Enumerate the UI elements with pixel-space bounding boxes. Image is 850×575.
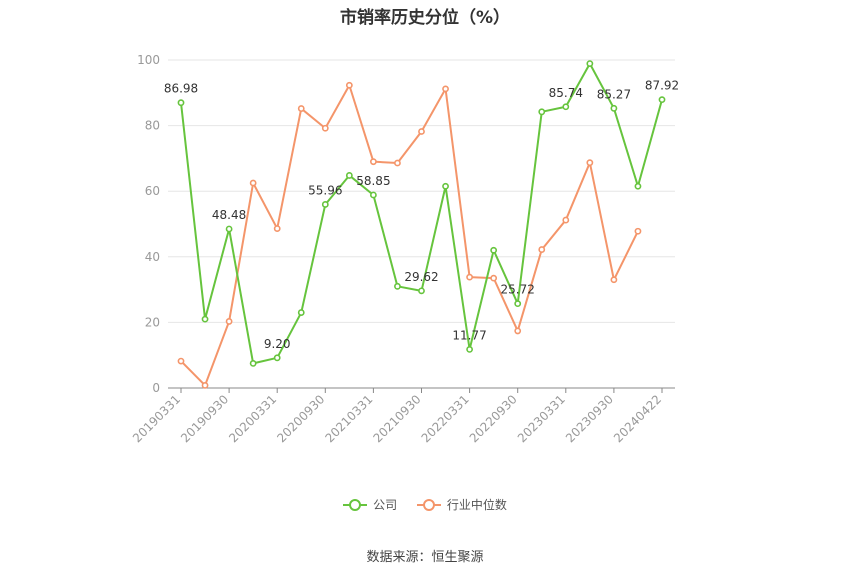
legend-item-company[interactable]: 公司 — [343, 496, 397, 513]
data-point-company — [658, 96, 666, 104]
data-point-company — [466, 345, 473, 353]
data-point-company — [514, 300, 522, 308]
y-tick-label: 20 — [145, 315, 160, 329]
data-point-company — [297, 309, 305, 316]
data-point-company — [538, 108, 546, 116]
data-point-industry-median — [321, 124, 329, 132]
data-point-industry-median — [249, 179, 257, 187]
data-point-industry-median — [538, 246, 546, 253]
data-point-industry-median — [466, 273, 473, 281]
legend-swatch-industry-median — [416, 498, 441, 511]
x-tick-label: 20230331 — [515, 392, 568, 445]
x-tick-label: 20190930 — [178, 392, 231, 445]
data-point-company — [586, 60, 594, 68]
data-point-industry-median — [369, 158, 377, 166]
chart-title: 市销率历史分位（%） — [339, 8, 511, 28]
data-point-industry-median — [562, 216, 570, 224]
line-chart: 0 20 40 60 80 100 2019033120190930202003312020… — [130, 53, 679, 445]
data-point-company — [345, 172, 353, 179]
data-label: 87.92 — [645, 79, 679, 93]
data-point-industry-median — [418, 128, 425, 135]
grid-lines — [168, 59, 675, 323]
series-lines — [177, 60, 666, 389]
y-tick-label: 40 — [145, 250, 160, 264]
data-point-industry-median — [634, 227, 642, 235]
data-point-industry-median — [201, 381, 209, 389]
data-label: 25.72 — [501, 283, 535, 297]
data-point-industry-median — [225, 318, 233, 325]
data-point-company — [249, 359, 257, 367]
data-point-company — [562, 103, 570, 111]
data-point-company — [273, 354, 281, 362]
data-point-industry-median — [514, 327, 522, 335]
data-label: 9.20 — [264, 337, 291, 351]
y-tick-label: 60 — [145, 184, 160, 198]
data-label: 85.74 — [549, 86, 583, 100]
data-label: 29.62 — [404, 270, 438, 284]
series-line-industry-median — [180, 84, 639, 387]
data-point-company — [418, 287, 425, 295]
x-tick-label: 20200930 — [274, 392, 327, 445]
data-source-note: 数据来源：恒生聚源 — [366, 550, 484, 565]
x-tick-label: 20240422 — [611, 392, 664, 445]
legend-swatch-company — [343, 498, 368, 511]
x-tick-label: 20210930 — [371, 392, 424, 445]
x-tick-label: 20200331 — [226, 392, 279, 445]
data-point-industry-median — [297, 105, 305, 112]
legend-label-industry-median: 行业中位数 — [446, 498, 507, 512]
data-point-company — [490, 246, 498, 254]
data-point-company — [321, 201, 329, 208]
x-tick-label: 20220331 — [419, 392, 472, 445]
series-line-company — [180, 62, 663, 365]
data-point-industry-median — [586, 159, 594, 167]
y-tick-label: 0 — [152, 381, 160, 395]
data-point-company — [201, 315, 209, 323]
data-point-company — [177, 99, 185, 107]
data-point-industry-median — [394, 159, 401, 167]
data-label: 58.85 — [356, 174, 390, 188]
data-point-industry-median — [345, 81, 353, 89]
data-point-company — [225, 225, 233, 233]
x-tick-label: 20220930 — [467, 392, 520, 445]
data-label: 85.27 — [597, 87, 631, 101]
data-labels: 86.98 48.48 9.20 55.96 58.85 29.62 11.77 25.72 8… — [164, 79, 679, 351]
data-point-industry-median — [490, 274, 498, 282]
data-point-industry-median — [177, 357, 185, 365]
data-point-industry-median — [610, 276, 618, 284]
data-point-industry-median — [273, 225, 281, 232]
data-label: 55.96 — [308, 183, 342, 197]
data-point-company — [369, 191, 377, 199]
y-tick-label: 100 — [137, 53, 160, 67]
x-tick-label: 20230930 — [563, 392, 616, 445]
data-label: 48.48 — [212, 208, 246, 222]
y-tick-label: 80 — [145, 119, 160, 133]
x-tick-label: 20190331 — [130, 392, 183, 445]
data-point-company — [394, 282, 401, 290]
data-point-company — [442, 182, 449, 190]
x-tick-label: 20210331 — [322, 392, 375, 445]
legend-item-industry-median[interactable]: 行业中位数 — [416, 496, 507, 513]
data-point-company — [634, 182, 642, 190]
data-label: 86.98 — [164, 82, 198, 96]
data-point-industry-median — [442, 85, 449, 93]
data-point-company — [610, 104, 618, 112]
axes: 0 20 40 60 80 100 2019033120190930202003312020… — [130, 53, 675, 445]
data-label: 11.77 — [452, 328, 486, 342]
legend: 公司 行业中位数 — [0, 496, 850, 514]
legend-label-company: 公司 — [373, 498, 398, 512]
